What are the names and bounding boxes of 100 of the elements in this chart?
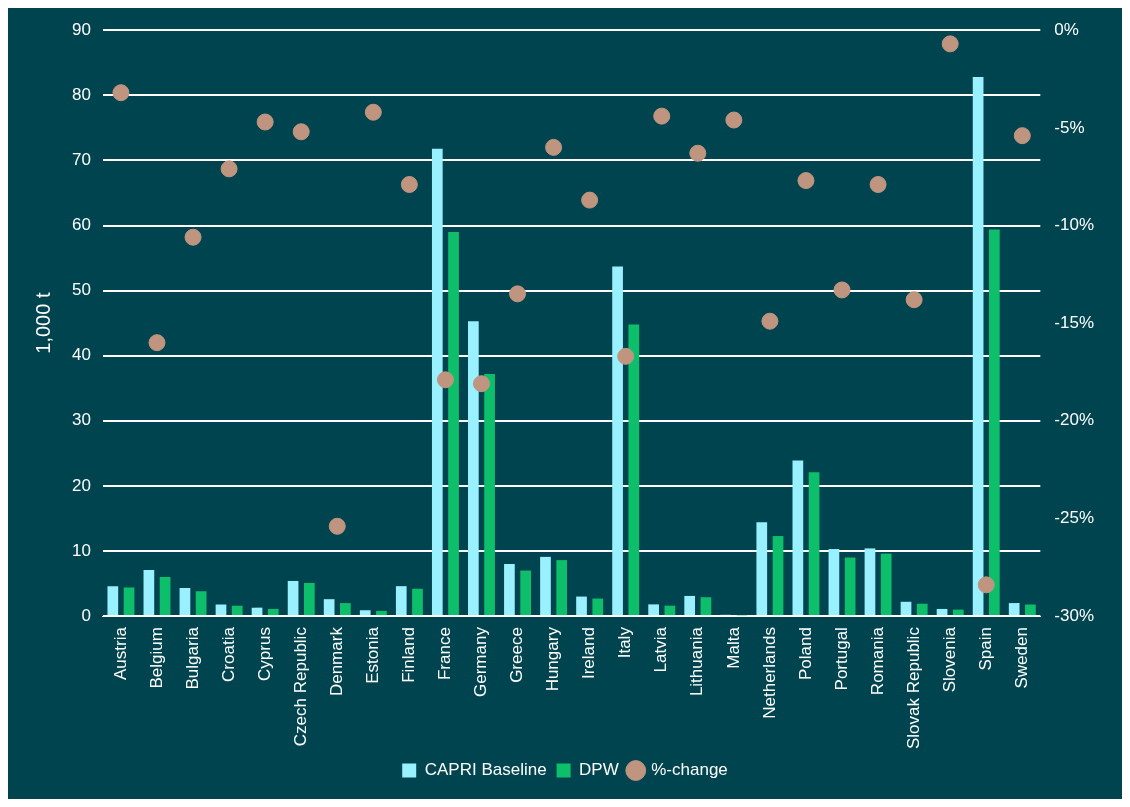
bar [540, 556, 551, 616]
y-tick-label: 50 [71, 280, 91, 300]
bar [972, 77, 984, 616]
point [617, 347, 635, 365]
point [292, 123, 310, 141]
bar [612, 266, 623, 616]
bar [592, 598, 604, 616]
point [256, 113, 274, 131]
point [905, 291, 923, 309]
bar [412, 588, 423, 616]
bar [684, 595, 696, 616]
point [509, 285, 527, 303]
bar [792, 460, 804, 616]
point [833, 281, 851, 299]
bar [231, 605, 243, 616]
legend-label: %-change [651, 760, 728, 780]
bar [303, 582, 315, 616]
bar [756, 522, 768, 616]
y2-tick-label: -30% [1054, 605, 1094, 625]
bar [864, 548, 876, 616]
bar [123, 587, 135, 616]
x-tick-label: France [435, 627, 455, 681]
bar [576, 596, 587, 616]
bar [844, 557, 856, 616]
bar [395, 586, 407, 616]
point [725, 111, 743, 129]
y-tick-label: 60 [71, 215, 91, 235]
x-tick-label: Malta [723, 626, 743, 669]
x-tick-label: Netherlands [759, 627, 779, 719]
y2-tick-label: -25% [1054, 508, 1094, 528]
x-tick-label: Ireland [579, 627, 599, 680]
point [1013, 127, 1031, 145]
point [436, 371, 454, 389]
bar [700, 597, 712, 616]
x-tick-label: Croatia [218, 626, 238, 682]
x-tick-label: Hungary [543, 626, 563, 692]
bar [484, 373, 495, 616]
point [761, 312, 779, 330]
x-tick-label: Italy [615, 626, 635, 659]
bar [159, 577, 171, 616]
y2-tick-label: -20% [1054, 410, 1094, 430]
point [400, 175, 418, 193]
x-tick-label: Romania [867, 626, 887, 696]
bar [287, 580, 299, 616]
bar [772, 536, 784, 616]
y-tick-label: 70 [71, 150, 91, 170]
y2-tick-label: 0% [1054, 19, 1079, 39]
bar [828, 549, 840, 616]
y-tick-label: 80 [71, 84, 91, 104]
x-tick-label: Slovenia [939, 626, 959, 693]
x-tick-label: Estonia [363, 626, 382, 684]
bar [267, 608, 279, 616]
point [581, 191, 599, 209]
y-tick-label: 0 [81, 605, 91, 625]
y-tick-label: 90 [71, 19, 91, 39]
bar [376, 610, 387, 616]
point [977, 576, 995, 594]
point [689, 144, 707, 162]
x-tick-label: Latvia [651, 626, 671, 673]
point [545, 138, 563, 156]
bar [808, 472, 820, 616]
legend-label: DPW [579, 760, 619, 780]
bar [215, 604, 227, 616]
y-tick-label: 40 [71, 345, 91, 365]
x-tick-label: Germany [471, 626, 491, 698]
x-tick-label: Portugal [831, 627, 851, 691]
point [797, 172, 815, 190]
x-tick-label: Lithuania [687, 626, 707, 697]
x-tick-label: Denmark [326, 626, 346, 697]
point [364, 103, 382, 121]
bar [648, 604, 659, 616]
y-axis-title: 1,000 t [31, 292, 54, 354]
bar [195, 591, 207, 616]
point [112, 84, 130, 102]
x-tick-label: Czech Republic [290, 626, 310, 747]
point [941, 35, 959, 53]
x-tick-label: Bulgaria [182, 626, 202, 690]
bar [448, 232, 459, 616]
point [184, 228, 202, 246]
x-tick-label: Spain [975, 627, 995, 671]
bar [936, 608, 948, 616]
legend-label: CAPRI Baseline [424, 760, 547, 780]
point [472, 375, 490, 393]
bar [107, 586, 119, 616]
point [220, 160, 238, 178]
bar [143, 569, 155, 616]
bar [916, 603, 928, 616]
x-tick-label: Cyprus [254, 627, 274, 681]
point [869, 175, 887, 193]
x-tick-label: Sweden [1011, 627, 1031, 689]
y-tick-label: 30 [71, 410, 91, 430]
bar [1025, 604, 1036, 616]
bar [556, 560, 568, 616]
y2-tick-label: -15% [1054, 312, 1094, 332]
bar [900, 601, 912, 616]
point [653, 107, 671, 125]
point [148, 334, 166, 352]
bar [323, 599, 335, 616]
y2-tick-label: -5% [1054, 117, 1085, 137]
bar [359, 610, 371, 616]
